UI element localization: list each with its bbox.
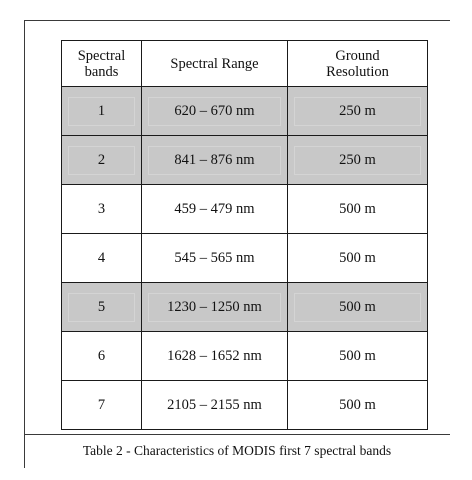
cell-ground-resolution-text: 500 m <box>294 293 421 322</box>
cell-spectral-range: 1230 – 1250 nm <box>141 282 288 332</box>
cell-ground-resolution: 500 m <box>287 380 428 430</box>
cell-spectral-range: 459 – 479 nm <box>141 184 288 234</box>
cell-ground-resolution-text: 500 m <box>339 200 376 217</box>
cell-spectral-range: 841 – 876 nm <box>141 135 288 185</box>
cell-spectral-range: 545 – 565 nm <box>141 233 288 283</box>
header-band-line2: bands <box>84 63 119 80</box>
table-caption: Table 2 - Characteristics of MODIS first… <box>82 443 392 458</box>
table-row: 2 841 – 876 nm 250 m <box>61 135 428 185</box>
header-band-line1: Spectral <box>77 47 126 64</box>
table-header-row: Spectral bands Spectral Range Ground Res… <box>61 40 428 87</box>
table-row: 5 1230 – 1250 nm 500 m <box>61 282 428 332</box>
cell-band-text: 4 <box>97 249 106 266</box>
modis-bands-table: Spectral bands Spectral Range Ground Res… <box>61 40 428 430</box>
cell-spectral-range: 1628 – 1652 nm <box>141 331 288 381</box>
cell-ground-resolution: 500 m <box>287 184 428 234</box>
cell-ground-resolution-text: 500 m <box>339 347 376 364</box>
header-spectral-range: Spectral Range <box>141 40 288 87</box>
cell-band: 2 <box>61 135 142 185</box>
cell-spectral-range-text: 841 – 876 nm <box>148 146 281 175</box>
table-row: 3 459 – 479 nm 500 m <box>61 184 428 234</box>
table-row: 4 545 – 565 nm 500 m <box>61 233 428 283</box>
header-spectral-bands: Spectral bands <box>61 40 142 87</box>
cell-ground-resolution: 500 m <box>287 233 428 283</box>
cell-ground-resolution-text: 500 m <box>339 396 376 413</box>
cell-ground-resolution-text: 250 m <box>294 146 421 175</box>
cell-band: 3 <box>61 184 142 234</box>
cell-band: 5 <box>61 282 142 332</box>
cell-band-text: 2 <box>68 146 135 175</box>
cell-spectral-range-text: 1230 – 1250 nm <box>148 293 281 322</box>
cell-spectral-range-text: 2105 – 2155 nm <box>167 396 262 413</box>
cell-band-text: 5 <box>68 293 135 322</box>
cell-band: 4 <box>61 233 142 283</box>
cell-spectral-range-text: 459 – 479 nm <box>174 200 255 217</box>
cell-band: 6 <box>61 331 142 381</box>
header-res-line1: Ground <box>335 47 380 64</box>
cell-spectral-range-text: 620 – 670 nm <box>148 97 281 126</box>
cell-spectral-range: 620 – 670 nm <box>141 86 288 136</box>
header-ground-resolution: Ground Resolution <box>287 40 428 87</box>
cell-ground-resolution: 250 m <box>287 86 428 136</box>
page-frame <box>24 20 450 468</box>
cell-ground-resolution-text: 250 m <box>294 97 421 126</box>
cell-spectral-range-text: 1628 – 1652 nm <box>167 347 262 364</box>
cell-band: 1 <box>61 86 142 136</box>
cell-ground-resolution: 500 m <box>287 282 428 332</box>
cell-band-text: 7 <box>97 396 106 413</box>
header-range-label: Spectral Range <box>170 55 259 72</box>
cell-spectral-range-text: 545 – 565 nm <box>174 249 255 266</box>
table-row: 7 2105 – 2155 nm 500 m <box>61 380 428 430</box>
cell-band-text: 6 <box>97 347 106 364</box>
cell-spectral-range: 2105 – 2155 nm <box>141 380 288 430</box>
header-res-line2: Resolution <box>326 63 389 80</box>
cell-ground-resolution: 250 m <box>287 135 428 185</box>
cell-ground-resolution-text: 500 m <box>339 249 376 266</box>
cell-band-text: 3 <box>97 200 106 217</box>
caption-divider <box>24 434 450 435</box>
table-row: 6 1628 – 1652 nm 500 m <box>61 331 428 381</box>
cell-band-text: 1 <box>68 97 135 126</box>
table-row: 1 620 – 670 nm 250 m <box>61 86 428 136</box>
cell-ground-resolution: 500 m <box>287 331 428 381</box>
cell-band: 7 <box>61 380 142 430</box>
